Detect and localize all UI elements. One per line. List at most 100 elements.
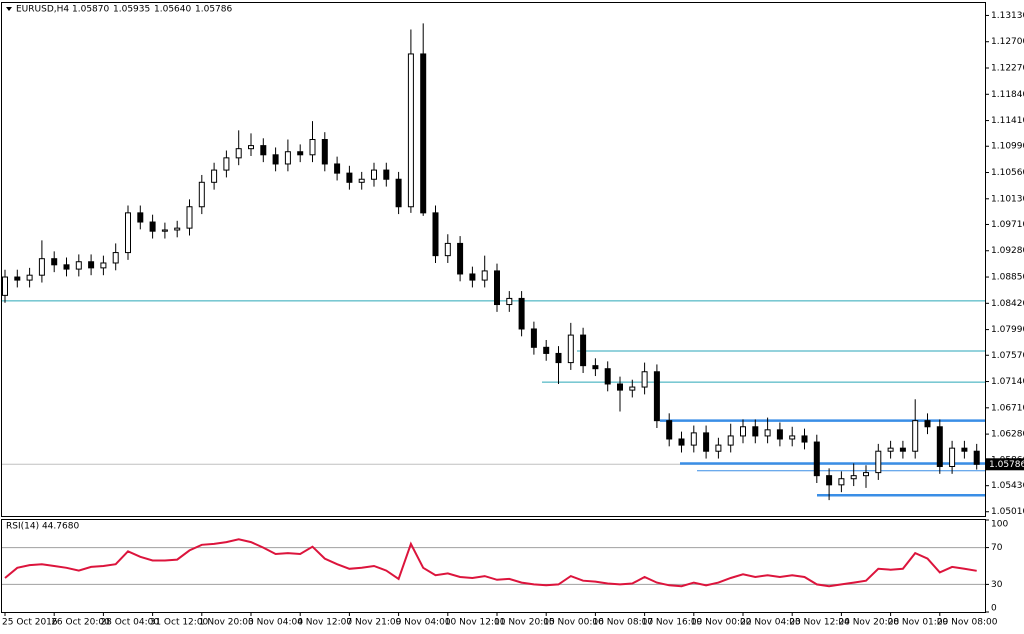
- rsi-frame: [1, 519, 986, 613]
- candle-body: [2, 276, 8, 296]
- candle-body: [776, 429, 783, 440]
- candle-body: [284, 151, 291, 165]
- y-tick-label: 1.11410: [991, 116, 1024, 126]
- main-frame: [1, 2, 986, 517]
- y-tick-label: 70: [991, 543, 1003, 553]
- x-tick-label: 26 Oct 20:00: [51, 618, 110, 628]
- candle-body: [949, 447, 956, 467]
- candle-body: [223, 157, 230, 171]
- candle-body: [395, 178, 402, 208]
- price-badge: [986, 458, 1024, 471]
- candle-body: [678, 438, 685, 446]
- y-tick-label: 0: [991, 604, 997, 614]
- candle-body: [469, 273, 476, 281]
- y-tick-label: 1.12700: [991, 37, 1024, 47]
- candle-body: [112, 252, 119, 264]
- header-value: 1.05640: [154, 5, 191, 15]
- rsi-line: [4, 538, 977, 588]
- y-tick-label: 1.10990: [991, 142, 1024, 152]
- y-tick-label: 1.07570: [991, 351, 1024, 361]
- candle-body: [334, 163, 341, 174]
- y-tick-label: 1.09280: [991, 246, 1024, 256]
- candle-body: [912, 420, 919, 452]
- y-tick-label: 1.05436: [991, 481, 1024, 491]
- x-tick-label: 16 Nov 08:00: [592, 618, 653, 628]
- candle-body: [457, 242, 464, 275]
- x-tick-label: 23 Nov 12:00: [789, 618, 850, 628]
- candle-body: [407, 53, 414, 208]
- y-tick-label: 1.06710: [991, 403, 1024, 413]
- menu-arrow: [6, 7, 12, 11]
- candle-body: [174, 227, 181, 231]
- candle-body: [371, 169, 377, 180]
- candle-body: [530, 328, 537, 348]
- x-tick-label: 1 Nov 20:00: [199, 618, 254, 628]
- candle-body: [813, 441, 820, 477]
- candle-body: [727, 435, 734, 446]
- candle-body: [666, 420, 673, 440]
- candle-body: [248, 145, 254, 150]
- y-tick-label: 1.13130: [991, 11, 1024, 21]
- candle-body: [198, 181, 205, 208]
- candle-body: [51, 258, 58, 266]
- candle-body: [899, 447, 906, 452]
- candle-body: [494, 270, 500, 306]
- y-tick-label: 1.08420: [991, 299, 1024, 309]
- candle-body: [752, 426, 759, 437]
- candle-body: [961, 447, 968, 452]
- x-tick-label: 25 Oct 2016: [2, 618, 58, 628]
- y-tick-label: 1.07140: [991, 377, 1024, 387]
- candle-body: [604, 368, 611, 385]
- rsi-label: RSI(14) 44.7680: [6, 522, 79, 532]
- candle-body: [260, 145, 267, 156]
- y-tick-label: 1.12270: [991, 64, 1024, 74]
- x-tick-label: 22 Nov 04:00: [740, 618, 801, 628]
- y-tick-label: 1.07990: [991, 325, 1024, 335]
- candle-body: [838, 478, 845, 486]
- x-tick-label: 29 Nov 08:00: [937, 618, 998, 628]
- x-tick-label: 15 Nov 00:00: [543, 618, 604, 628]
- candle-body: [936, 426, 943, 467]
- x-tick-label: 28 Oct 04:00: [100, 618, 159, 628]
- y-tick-label: 1.05010: [991, 507, 1024, 517]
- candle-body: [88, 261, 95, 269]
- candle-body: [149, 221, 156, 232]
- x-tick-label: 10 Nov 12:00: [445, 618, 506, 628]
- candle-body: [850, 475, 857, 480]
- candle-body: [432, 212, 439, 257]
- y-tick-label: 1.11840: [991, 90, 1024, 100]
- header-value: 1.05935: [113, 5, 150, 15]
- x-tick-label: 4 Nov 12:00: [297, 618, 352, 628]
- y-tick-label: 1.06280: [991, 430, 1024, 440]
- candle-body: [617, 383, 623, 391]
- candle-body: [740, 426, 746, 437]
- x-tick-label: 17 Nov 16:00: [642, 618, 703, 628]
- price-badge-label: 1.05786: [989, 460, 1024, 470]
- candle-body: [703, 432, 710, 452]
- candle-body: [801, 435, 808, 443]
- candle-body: [973, 450, 980, 465]
- candle-body: [690, 432, 697, 446]
- candle-body: [137, 212, 144, 223]
- candle-body: [272, 154, 279, 165]
- candle-body: [481, 270, 488, 281]
- candle-body: [297, 151, 304, 156]
- candle-body: [346, 172, 353, 183]
- x-tick-label: 19 Nov 00:00: [691, 618, 752, 628]
- y-tick-label: 1.09710: [991, 220, 1024, 230]
- y-tick-label: 100: [991, 520, 1008, 530]
- candle-body: [186, 206, 193, 229]
- header-value: 1.05870: [72, 5, 109, 15]
- candle-body: [358, 178, 365, 183]
- candle-body: [653, 371, 660, 422]
- y-tick-label: 1.08850: [991, 273, 1024, 283]
- candle-body: [567, 334, 574, 364]
- x-tick-label: 24 Nov 20:00: [838, 618, 899, 628]
- candle-body: [26, 274, 33, 281]
- candle-body: [887, 447, 894, 452]
- candle-body: [383, 169, 390, 180]
- candle-body: [875, 450, 882, 474]
- symbol-label: EURUSD,H4: [16, 5, 69, 15]
